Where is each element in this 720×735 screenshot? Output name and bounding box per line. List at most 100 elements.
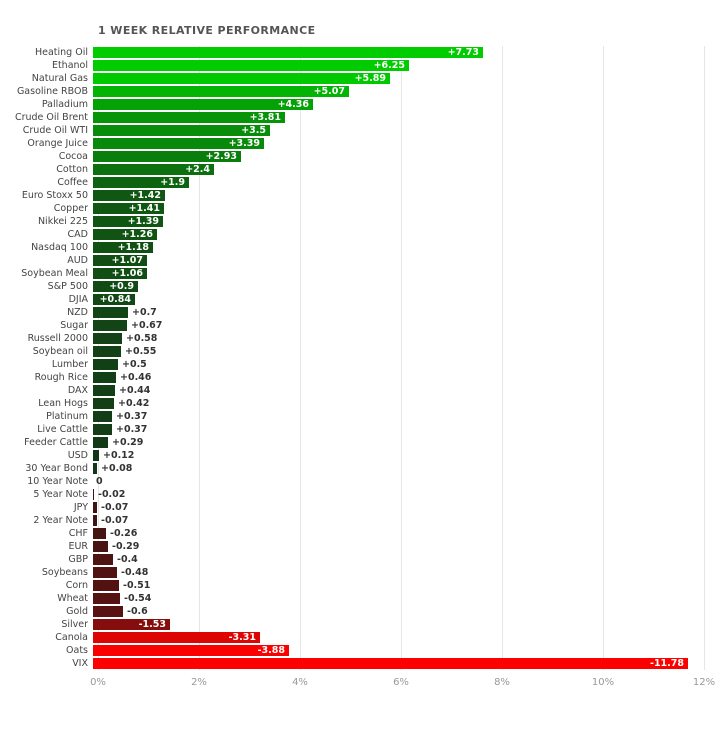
value-label: +1.18 — [117, 242, 149, 253]
performance-bar[interactable] — [93, 450, 99, 461]
bar-track: -3.88 — [93, 645, 699, 656]
bar-track: +1.41 — [93, 203, 699, 214]
performance-bar[interactable]: -1.53 — [93, 619, 170, 630]
bar-row: Euro Stoxx 50 +1.42 — [0, 189, 720, 202]
category-label: Soybean oil — [32, 346, 88, 357]
bar-row: 30 Year Bond +0.08 — [0, 462, 720, 475]
category-label: Orange Juice — [27, 138, 88, 149]
performance-bar[interactable] — [93, 489, 94, 500]
x-tick-label: 0% — [90, 677, 106, 688]
bar-track: +1.06 — [93, 268, 699, 279]
performance-bar[interactable]: +1.39 — [93, 216, 163, 227]
performance-bar[interactable]: +5.07 — [93, 86, 349, 97]
performance-bar[interactable]: -11.78 — [93, 658, 688, 669]
performance-bar[interactable]: +2.4 — [93, 164, 214, 175]
value-label: -3.88 — [257, 645, 285, 656]
performance-bar[interactable]: +5.89 — [93, 73, 390, 84]
bar-track: +0.29 — [93, 437, 699, 448]
bar-track: +0.37 — [93, 424, 699, 435]
performance-bar[interactable] — [93, 528, 106, 539]
performance-bar[interactable]: -3.31 — [93, 632, 260, 643]
value-label: +1.07 — [111, 255, 143, 266]
performance-bar[interactable] — [93, 307, 128, 318]
bar-row: Palladium +4.36 — [0, 98, 720, 111]
performance-bar[interactable]: +3.5 — [93, 125, 270, 136]
value-label: +4.36 — [277, 99, 309, 110]
value-label: +5.07 — [313, 86, 345, 97]
performance-bar[interactable]: +3.81 — [93, 112, 285, 123]
bar-track: +1.39 — [93, 216, 699, 227]
bar-row: Cocoa +2.93 — [0, 150, 720, 163]
value-label: +0.12 — [103, 450, 135, 461]
performance-bar[interactable] — [93, 567, 117, 578]
bar-track: -0.6 — [93, 606, 699, 617]
performance-bar[interactable] — [93, 320, 127, 331]
bar-row: Soybeans -0.48 — [0, 566, 720, 579]
category-label: Heating Oil — [34, 47, 88, 58]
performance-bar[interactable]: +4.36 — [93, 99, 313, 110]
bar-track: +3.81 — [93, 112, 699, 123]
bar-row: Heating Oil +7.73 — [0, 46, 720, 59]
performance-bar[interactable] — [93, 463, 97, 474]
performance-bar[interactable]: +1.06 — [93, 268, 147, 279]
bar-track: +1.9 — [93, 177, 699, 188]
category-label: AUD — [67, 255, 88, 266]
performance-bar[interactable]: +1.41 — [93, 203, 164, 214]
performance-bar[interactable] — [93, 554, 113, 565]
performance-bar[interactable]: +6.25 — [93, 60, 409, 71]
x-tick-label: 12% — [692, 677, 716, 688]
grid-layer — [98, 46, 705, 670]
performance-bar[interactable]: +1.26 — [93, 229, 157, 240]
value-label: +1.26 — [121, 229, 153, 240]
performance-bar[interactable]: +2.93 — [93, 151, 241, 162]
performance-bar[interactable] — [93, 385, 115, 396]
performance-bar[interactable] — [93, 515, 97, 526]
bar-track: -0.26 — [93, 528, 699, 539]
performance-bar[interactable]: +0.84 — [93, 294, 135, 305]
category-label: 2 Year Note — [33, 515, 88, 526]
bar-track: -0.07 — [93, 515, 699, 526]
performance-bar[interactable] — [93, 346, 121, 357]
category-label: GBP — [68, 554, 88, 565]
bar-track: -0.48 — [93, 567, 699, 578]
relative-performance-chart: Heating Oil +7.73 Ethanol +6.25 Natural Gas +… — [0, 46, 720, 697]
category-label: Russell 2000 — [27, 333, 88, 344]
performance-bar[interactable]: -3.88 — [93, 645, 289, 656]
value-label: -0.51 — [123, 580, 151, 591]
bar-row: Cotton +2.4 — [0, 163, 720, 176]
performance-bar[interactable] — [93, 606, 123, 617]
x-tick-label: 4% — [292, 677, 308, 688]
value-label: +1.9 — [160, 177, 185, 188]
performance-bar[interactable] — [93, 411, 112, 422]
x-tick-label: 10% — [591, 677, 615, 688]
performance-bar[interactable] — [93, 593, 120, 604]
bar-row: 5 Year Note -0.02 — [0, 488, 720, 501]
bar-row: Orange Juice +3.39 — [0, 137, 720, 150]
bar-track: +6.25 — [93, 60, 699, 71]
category-label: Oats — [66, 645, 88, 656]
value-label: +0.55 — [125, 346, 157, 357]
category-label: Euro Stoxx 50 — [21, 190, 88, 201]
performance-bar[interactable] — [93, 424, 112, 435]
performance-bar[interactable]: +1.07 — [93, 255, 147, 266]
performance-bar[interactable] — [93, 580, 119, 591]
performance-bar[interactable] — [93, 372, 116, 383]
category-label: CHF — [68, 528, 88, 539]
performance-bar[interactable] — [93, 398, 114, 409]
performance-bar[interactable]: +3.39 — [93, 138, 264, 149]
performance-bar[interactable] — [93, 502, 97, 513]
performance-bar[interactable]: +1.42 — [93, 190, 165, 201]
performance-bar[interactable] — [93, 437, 108, 448]
performance-bar[interactable]: +1.18 — [93, 242, 153, 253]
category-label: Gasoline RBOB — [16, 86, 88, 97]
performance-bar[interactable]: +1.9 — [93, 177, 189, 188]
performance-bar[interactable]: +0.9 — [93, 281, 138, 292]
category-label: Coffee — [57, 177, 88, 188]
bar-row: Coffee +1.9 — [0, 176, 720, 189]
performance-bar[interactable] — [93, 333, 122, 344]
value-label: +2.4 — [185, 164, 210, 175]
performance-bar[interactable] — [93, 541, 108, 552]
performance-bar[interactable] — [93, 359, 118, 370]
performance-bar[interactable]: +7.73 — [93, 47, 483, 58]
value-label: +0.84 — [99, 294, 131, 305]
